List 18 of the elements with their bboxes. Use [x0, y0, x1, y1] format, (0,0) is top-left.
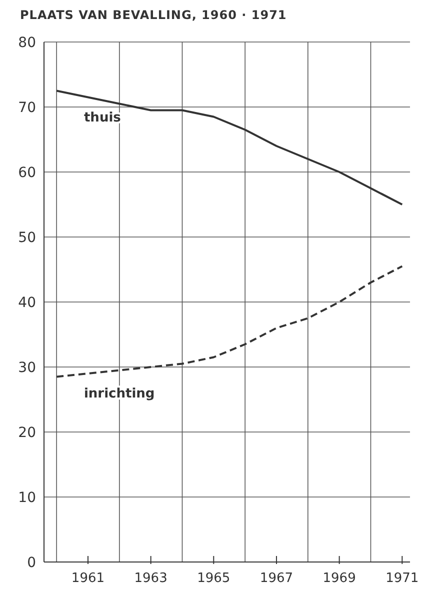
y-tick-label: 0	[27, 554, 36, 571]
x-tick-label: 1971	[386, 571, 419, 586]
x-tick-label: 1969	[322, 571, 356, 586]
line-series	[56, 90, 404, 206]
y-tick-label: 40	[18, 294, 36, 311]
line-series	[56, 265, 404, 378]
y-tick-label: 60	[18, 164, 36, 181]
x-tick-label: 1967	[260, 571, 294, 586]
y-tick-label: 20	[18, 424, 36, 441]
x-tick-label: 1963	[134, 571, 168, 586]
x-tick-label: 1961	[71, 571, 105, 586]
y-tick-label: 80	[18, 34, 36, 51]
chart-title: PLAATS VAN BEVALLING, 1960 · 1971	[20, 8, 288, 22]
x-tick-label: 1965	[197, 571, 230, 586]
y-tick-label: 10	[18, 490, 36, 506]
y-tick-label: 50	[18, 230, 36, 246]
y-tick-label: 30	[18, 360, 36, 376]
y-tick-label: 70	[18, 100, 36, 116]
